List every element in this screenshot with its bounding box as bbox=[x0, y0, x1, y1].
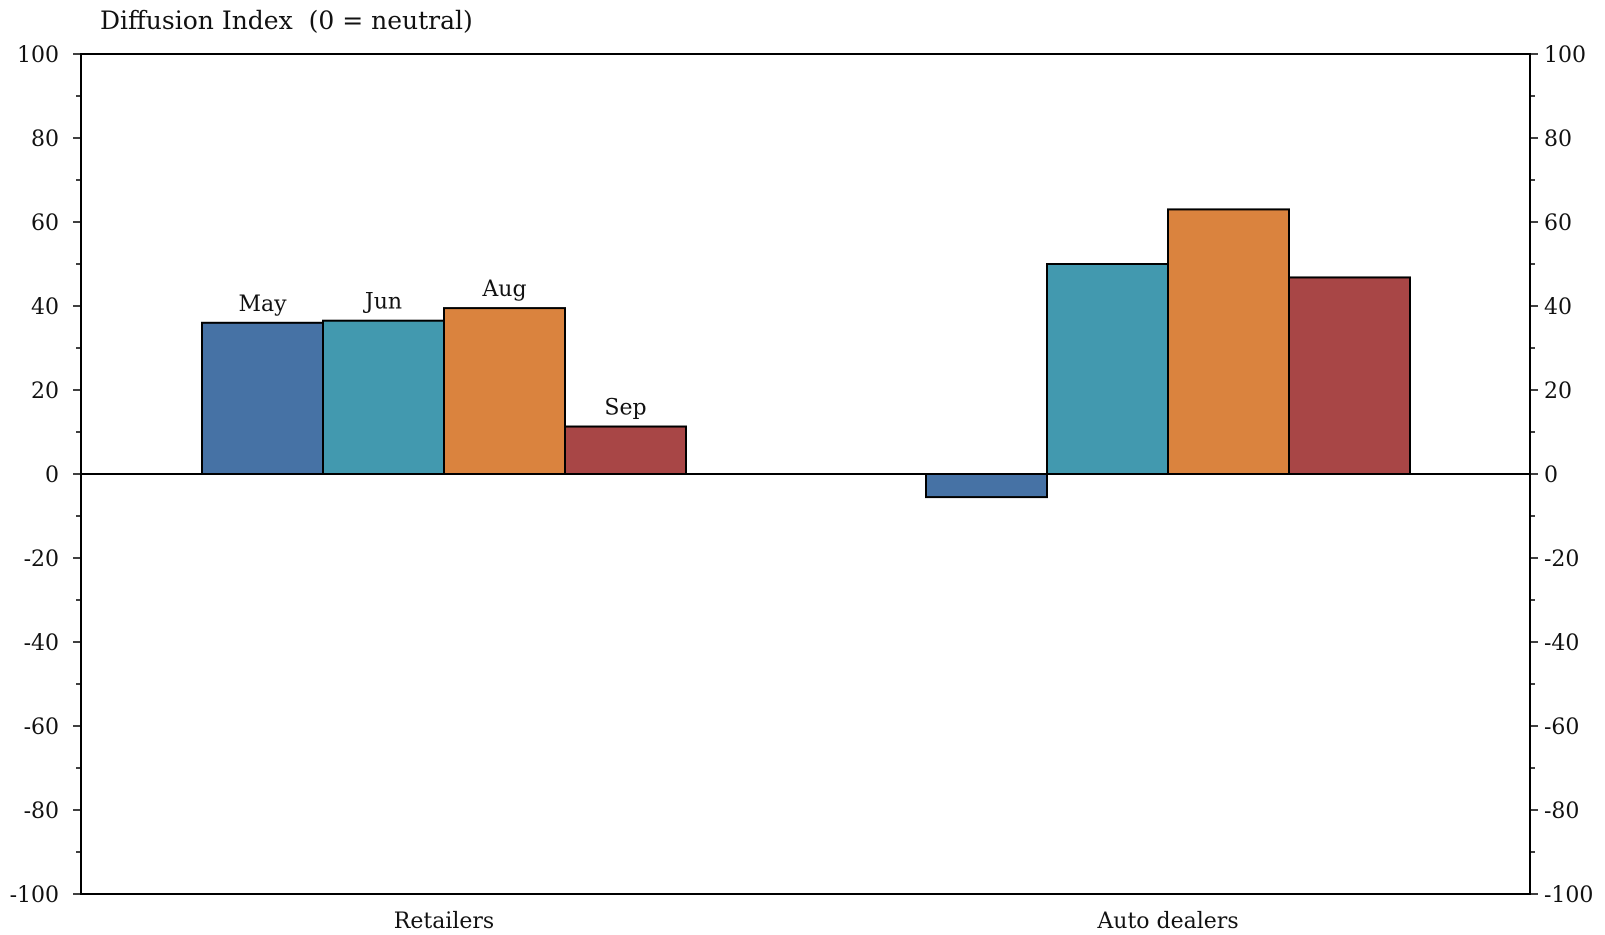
bar-may-retailers bbox=[201, 321, 324, 475]
bar-may-auto-dealers bbox=[925, 473, 1048, 499]
series-label-aug: Aug bbox=[481, 277, 526, 302]
y-tick-label-right: -60 bbox=[1544, 715, 1579, 740]
bar-jun-auto-dealers bbox=[1046, 263, 1169, 475]
y-tick-label-right: -40 bbox=[1544, 631, 1579, 656]
y-tick-label-right: -20 bbox=[1544, 547, 1579, 572]
y-tick-label-right: -80 bbox=[1544, 799, 1579, 824]
category-label: Auto dealers bbox=[1096, 909, 1238, 934]
y-tick-label-right: 80 bbox=[1544, 127, 1572, 152]
y-tick-label-left: -60 bbox=[24, 715, 59, 740]
y-tick-label-left: 20 bbox=[31, 379, 59, 404]
category-label: Retailers bbox=[394, 909, 494, 934]
y-tick-label-left: -80 bbox=[24, 799, 59, 824]
bar-sep-auto-dealers bbox=[1288, 276, 1411, 475]
y-tick-label-left: 80 bbox=[31, 127, 59, 152]
y-tick-label-left: -100 bbox=[10, 883, 59, 908]
y-tick-label-right: 60 bbox=[1544, 211, 1572, 236]
y-tick-label-right: 100 bbox=[1544, 43, 1586, 68]
y-tick-label-left: 60 bbox=[31, 211, 59, 236]
y-tick-label-left: -40 bbox=[24, 631, 59, 656]
series-label-may: May bbox=[238, 292, 287, 317]
y-tick-label-left: 0 bbox=[45, 463, 59, 488]
series-label-sep: Sep bbox=[604, 396, 646, 421]
chart-title: Diffusion Index (0 = neutral) bbox=[100, 6, 473, 35]
y-tick-label-right: 40 bbox=[1544, 295, 1572, 320]
bar-sep-retailers bbox=[564, 425, 687, 476]
y-tick-label-right: 0 bbox=[1544, 463, 1558, 488]
labels: May Jun Aug Sep Retailers Auto dealers bbox=[238, 277, 1238, 934]
y-tick-label-left: -20 bbox=[24, 547, 59, 572]
bar-aug-auto-dealers bbox=[1167, 208, 1290, 475]
y-tick-label-right: 20 bbox=[1544, 379, 1572, 404]
bars bbox=[201, 208, 1411, 499]
bar-aug-retailers bbox=[443, 307, 566, 475]
y-tick-label-left: 100 bbox=[17, 43, 59, 68]
axes: 100 100 80 80 60 60 40 40 20 20 0 0 -20 -20 -40 -40 -60 -… bbox=[10, 43, 1594, 908]
bar-jun-retailers bbox=[322, 319, 445, 476]
y-tick-label-left: 40 bbox=[31, 295, 59, 320]
series-label-jun: Jun bbox=[363, 290, 402, 315]
y-tick-label-right: -100 bbox=[1544, 883, 1593, 908]
